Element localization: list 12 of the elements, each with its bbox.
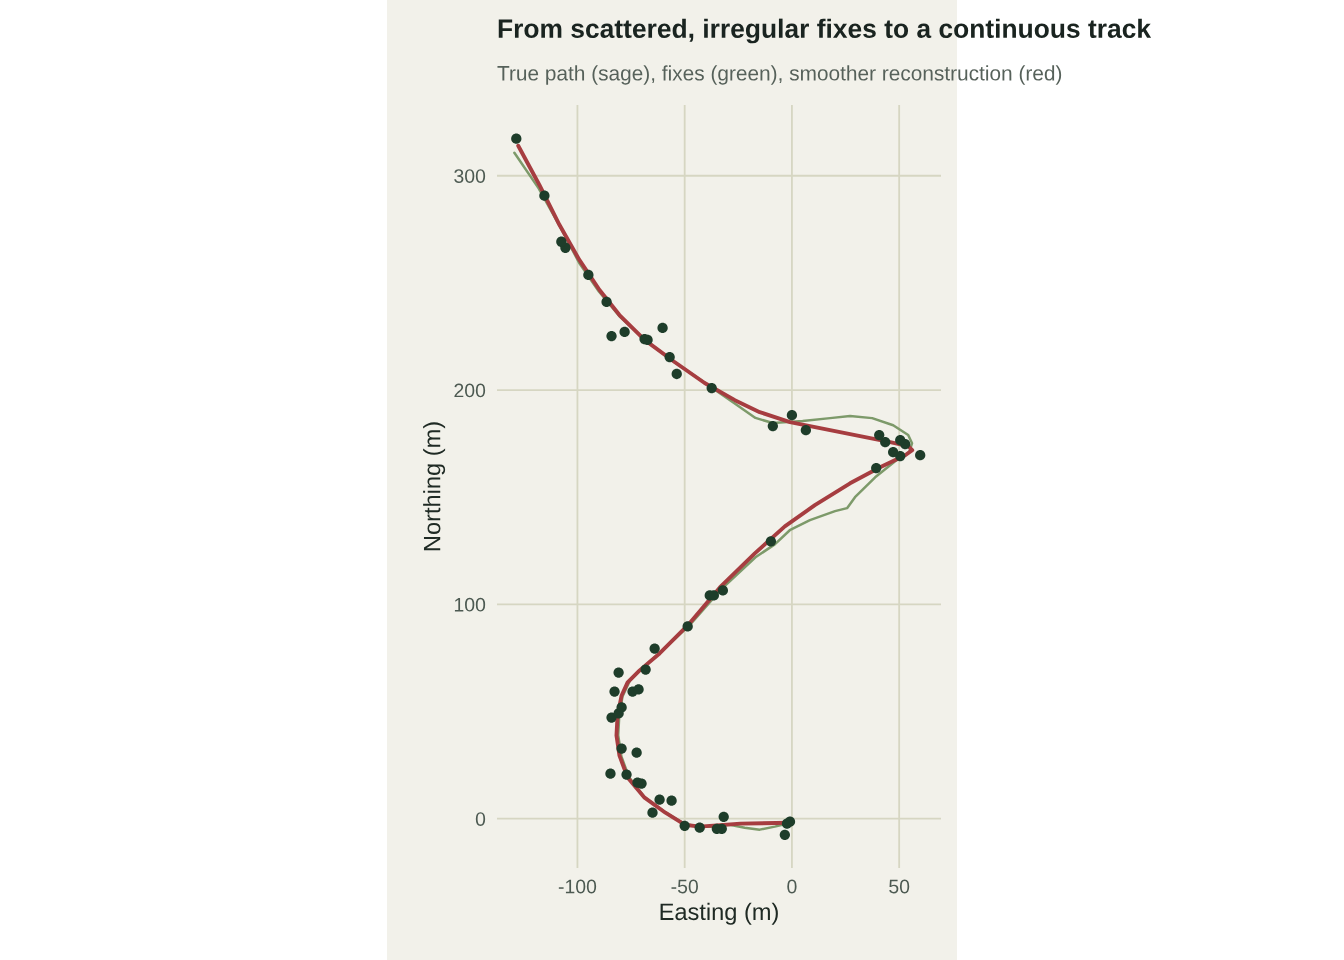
y-axis-title: Northing (m) xyxy=(423,422,446,551)
y-tick-label: 0 xyxy=(475,812,486,826)
x-tick-label: -50 xyxy=(671,879,698,894)
x-axis-title: Easting (m) xyxy=(660,902,778,925)
x-tick-label: 50 xyxy=(889,879,910,894)
y-tick-label: 300 xyxy=(454,169,486,183)
chart-title: From scattered, irregular fixes to a continuous track xyxy=(498,18,1152,44)
x-tick-label: -100 xyxy=(558,879,597,894)
y-tick-label: 100 xyxy=(454,597,486,612)
x-tick-label: 0 xyxy=(787,879,797,894)
y-tick-label: 200 xyxy=(454,383,486,398)
chart-subtitle: True path (sage), fixes (green), smoother reconstruction (red) xyxy=(497,65,1062,85)
